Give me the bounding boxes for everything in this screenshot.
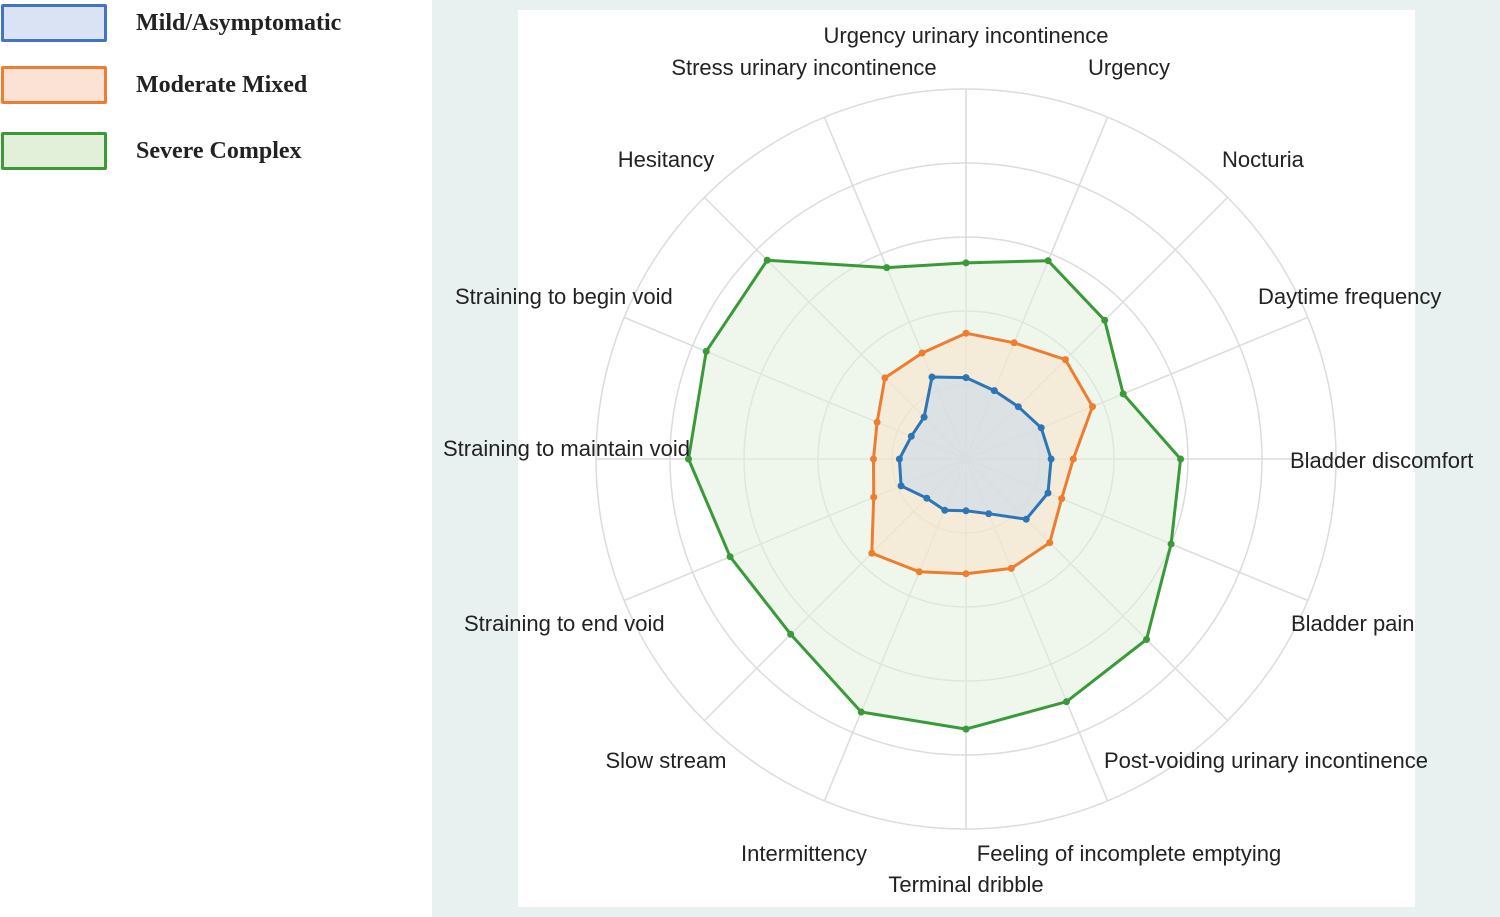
axis-label: Slow stream <box>605 748 726 773</box>
data-point <box>962 725 970 733</box>
data-point <box>920 413 928 421</box>
data-point <box>928 373 936 381</box>
data-point <box>1063 698 1070 706</box>
data-point <box>1177 455 1185 463</box>
data-point <box>962 374 970 382</box>
data-point <box>1089 403 1096 411</box>
data-point <box>1037 424 1045 432</box>
axis-label: Post-voiding urinary incontinence <box>1104 748 1428 773</box>
data-point <box>1014 403 1022 411</box>
data-point <box>1022 515 1030 523</box>
legend-label: Mild/Asymptomatic <box>136 10 342 36</box>
data-point <box>787 630 795 638</box>
data-point <box>870 493 878 501</box>
data-point <box>1061 356 1069 364</box>
data-point <box>870 455 877 463</box>
data-point <box>907 432 915 440</box>
data-point <box>685 455 692 463</box>
data-point <box>1167 540 1175 548</box>
data-point <box>962 259 970 267</box>
data-point <box>962 507 970 515</box>
axis-label: Urgency <box>1088 55 1170 80</box>
data-point <box>881 374 889 382</box>
data-point <box>1058 495 1066 503</box>
axis-label: Straining to begin void <box>455 284 673 309</box>
legend-swatch <box>1 4 107 42</box>
data-point <box>883 264 891 272</box>
axis-label: Straining to end void <box>464 611 665 636</box>
data-point <box>763 256 771 264</box>
data-point <box>1044 489 1052 497</box>
data-point <box>895 455 903 463</box>
data-point <box>873 418 881 426</box>
data-point <box>1007 564 1015 572</box>
data-point <box>1143 636 1150 643</box>
data-point <box>868 549 876 557</box>
data-point <box>1047 455 1055 463</box>
axis-label: Stress urinary incontinence <box>671 55 936 80</box>
data-point <box>941 506 949 514</box>
data-point <box>1010 339 1018 347</box>
data-point <box>923 494 931 502</box>
axis-label: Terminal dribble <box>888 872 1043 897</box>
data-point <box>962 570 970 578</box>
data-point <box>918 349 926 357</box>
legend: Mild/Asymptomatic Moderate Mixed Severe Co… <box>0 0 420 200</box>
legend-label: Severe Complex <box>136 138 302 164</box>
data-point <box>985 510 993 518</box>
data-point <box>990 387 998 395</box>
axis-label: Urgency urinary incontinence <box>824 23 1109 48</box>
axis-label: Bladder discomfort <box>1290 448 1473 473</box>
data-point <box>1046 539 1054 547</box>
data-point <box>726 553 734 561</box>
axis-label: Hesitancy <box>618 147 715 172</box>
data-point <box>915 568 923 576</box>
axis-label: Intermittency <box>741 841 867 866</box>
axis-label: Bladder pain <box>1291 611 1415 636</box>
data-point <box>1101 316 1109 324</box>
data-point <box>1044 257 1052 265</box>
legend-label: Moderate Mixed <box>136 72 308 98</box>
axis-label: Daytime frequency <box>1258 284 1441 309</box>
axis-label: Nocturia <box>1222 147 1305 172</box>
legend-swatch <box>1 66 107 104</box>
axis-label: Straining to maintain void <box>443 436 690 461</box>
data-point <box>1069 455 1077 463</box>
data-point <box>857 708 865 716</box>
legend-swatch <box>1 132 107 170</box>
data-point <box>962 329 970 337</box>
data-point <box>1119 390 1127 398</box>
data-point <box>897 482 905 490</box>
axis-label: Feeling of incomplete emptying <box>977 841 1282 866</box>
data-point <box>702 347 710 355</box>
